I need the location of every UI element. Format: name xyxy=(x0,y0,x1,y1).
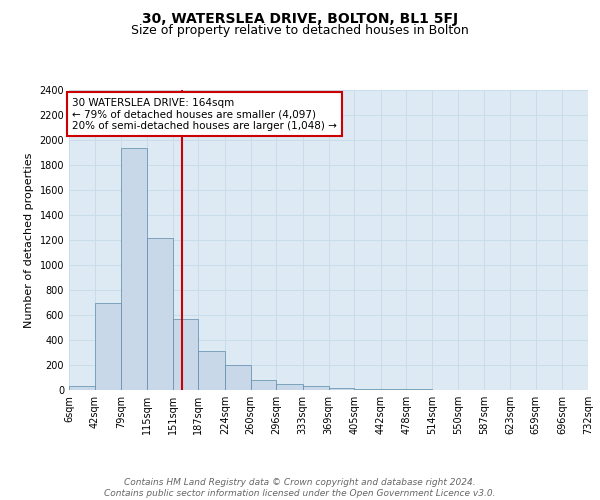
Bar xyxy=(199,351,225,390)
Bar xyxy=(95,302,121,390)
Bar xyxy=(380,389,406,390)
Text: 30, WATERSLEA DRIVE, BOLTON, BL1 5FJ: 30, WATERSLEA DRIVE, BOLTON, BL1 5FJ xyxy=(142,12,458,26)
Text: 30 WATERSLEA DRIVE: 164sqm
← 79% of detached houses are smaller (4,097)
20% of s: 30 WATERSLEA DRIVE: 164sqm ← 79% of deta… xyxy=(72,98,337,130)
Y-axis label: Number of detached properties: Number of detached properties xyxy=(24,152,34,328)
Bar xyxy=(121,148,147,390)
Bar xyxy=(69,386,95,390)
Bar xyxy=(251,380,277,390)
Text: Contains HM Land Registry data © Crown copyright and database right 2024.
Contai: Contains HM Land Registry data © Crown c… xyxy=(104,478,496,498)
Bar xyxy=(303,386,329,390)
Bar xyxy=(329,388,354,390)
Text: Size of property relative to detached houses in Bolton: Size of property relative to detached ho… xyxy=(131,24,469,37)
Bar xyxy=(354,389,380,390)
Bar xyxy=(225,365,251,390)
Bar xyxy=(277,384,303,390)
Bar xyxy=(147,238,173,390)
Bar xyxy=(173,319,199,390)
